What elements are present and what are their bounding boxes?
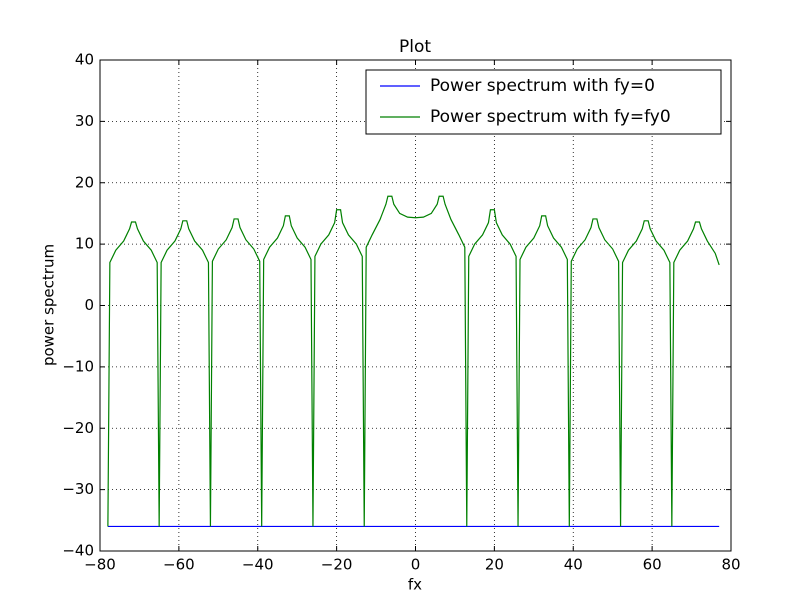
- x-tick-label: 0: [411, 556, 421, 574]
- legend: Power spectrum with fy=0 Power spectrum w…: [365, 69, 722, 135]
- x-tick-label: −80: [84, 556, 116, 574]
- x-tick-label: 60: [643, 556, 662, 574]
- y-tick-label: −40: [62, 542, 94, 560]
- y-tick-label: −10: [62, 357, 94, 375]
- y-tick-label: 30: [75, 112, 94, 130]
- y-axis-label: power spectrum: [40, 244, 58, 366]
- chart-title: Plot: [399, 37, 431, 57]
- x-tick-label: 20: [485, 556, 504, 574]
- plot-frame: [99, 59, 732, 552]
- y-tick-label: −20: [62, 419, 94, 437]
- legend-label: Power spectrum with fy=0: [430, 76, 655, 96]
- x-tick-label: −60: [163, 556, 195, 574]
- y-tick-label: −30: [62, 480, 94, 498]
- legend-label: Power spectrum with fy=fy0: [430, 107, 671, 127]
- x-tick-label: −20: [321, 556, 353, 574]
- data-line: [107, 195, 720, 527]
- y-tick-label: 0: [84, 296, 94, 314]
- y-tick-label: 20: [75, 173, 94, 191]
- legend-box: [365, 69, 722, 135]
- y-tick-label: 40: [75, 51, 94, 69]
- x-axis-label: fx: [408, 576, 422, 594]
- y-tick-label: 10: [75, 235, 94, 253]
- x-tick-label: −40: [242, 556, 274, 574]
- x-tick-label: 40: [564, 556, 583, 574]
- x-tick-label: 80: [721, 556, 740, 574]
